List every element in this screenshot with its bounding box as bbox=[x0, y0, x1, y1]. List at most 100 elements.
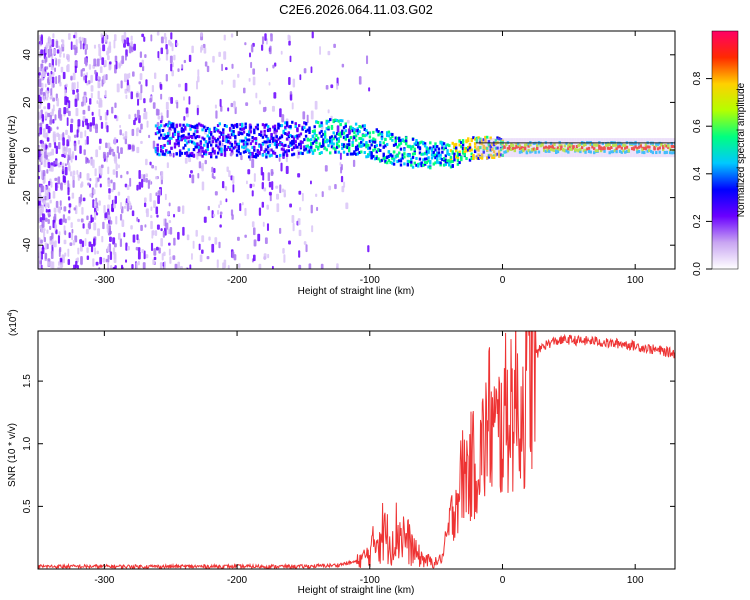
spectrogram-cell bbox=[246, 138, 249, 142]
spectrogram-cell bbox=[88, 64, 92, 70]
spectrogram-cell bbox=[161, 150, 165, 154]
spectrogram-cell bbox=[518, 147, 522, 151]
spectrogram-cell bbox=[385, 133, 389, 137]
spectrogram-cell bbox=[122, 133, 125, 137]
spectrogram-cell bbox=[124, 73, 127, 83]
spectrogram-cell bbox=[201, 128, 204, 132]
spectrogram-cell bbox=[219, 224, 222, 228]
spectrogram-cell bbox=[154, 132, 158, 136]
spectrogram-cell bbox=[501, 145, 504, 149]
spectrogram-cell bbox=[288, 76, 291, 86]
spectrogram-cell bbox=[373, 157, 377, 161]
spectrogram-cell bbox=[649, 149, 653, 153]
spectrogram-cell bbox=[351, 127, 354, 131]
spectrogram-cell bbox=[187, 148, 190, 152]
spectrogram-cell bbox=[377, 149, 380, 153]
spectrogram-cell bbox=[216, 124, 220, 128]
spectrogram-cell bbox=[470, 139, 473, 143]
spectrogram-cell bbox=[265, 155, 268, 159]
spectrogram-cell bbox=[484, 146, 487, 150]
spectrogram-cell bbox=[73, 134, 77, 138]
spectrogram-cell bbox=[124, 88, 128, 94]
spectrogram-cell bbox=[287, 125, 291, 129]
spectrogram-cell bbox=[154, 148, 158, 152]
spectrogram-cell bbox=[337, 137, 341, 141]
spectrogram-cell bbox=[275, 145, 278, 149]
spectrogram-cell bbox=[168, 150, 171, 154]
x-tick-label: -200 bbox=[227, 275, 247, 286]
spectrogram-cell bbox=[368, 135, 372, 139]
spectrogram-cell bbox=[158, 130, 161, 134]
spectrogram-cell bbox=[263, 133, 266, 137]
spectrogram-cell bbox=[384, 159, 387, 163]
spectrogram-cell bbox=[155, 206, 159, 215]
spectrogram-cell bbox=[206, 134, 209, 138]
spectrogram-cell bbox=[308, 145, 311, 149]
spectrogram-cell bbox=[473, 145, 477, 149]
spectrogram-cell bbox=[189, 152, 192, 156]
x-tick-label: 0 bbox=[500, 275, 506, 286]
spectrogram-cell bbox=[50, 70, 53, 75]
spectrogram-cell bbox=[264, 33, 267, 41]
spectrogram-cell bbox=[273, 127, 277, 131]
spectrogram-cell bbox=[587, 146, 591, 150]
colorbar-gradient bbox=[711, 30, 739, 270]
spectrogram-cell bbox=[289, 203, 292, 208]
spectrogram-cell bbox=[280, 135, 284, 139]
spectrogram-cell bbox=[208, 236, 211, 241]
y-exponent-close: ) bbox=[8, 309, 19, 312]
spectrogram-cell bbox=[225, 124, 228, 128]
spectrogram-cell bbox=[47, 261, 50, 267]
spectrogram-cell bbox=[170, 63, 173, 72]
spectrogram-cell bbox=[319, 46, 321, 55]
spectrogram-cell bbox=[66, 65, 69, 72]
spectrogram-cell bbox=[128, 45, 132, 54]
spectrogram-cell bbox=[89, 98, 92, 105]
spectrogram-halo bbox=[669, 138, 673, 158]
spectrogram-cell bbox=[225, 135, 228, 139]
spectrogram-cell bbox=[230, 33, 234, 38]
spectrogram-cell bbox=[268, 82, 271, 86]
spectrogram-cell bbox=[173, 132, 177, 136]
spectrogram-cell bbox=[601, 142, 605, 146]
spectrogram-cell bbox=[108, 225, 112, 235]
spectrogram-cell bbox=[141, 178, 144, 188]
spectrogram-cell bbox=[396, 145, 399, 149]
spectrogram-cell bbox=[296, 134, 299, 138]
spectrogram-cell bbox=[225, 198, 228, 203]
spectrogram-cell bbox=[40, 170, 43, 180]
spectrogram-cell bbox=[508, 147, 511, 151]
spectrogram-cell bbox=[334, 150, 337, 154]
spectrogram-cell bbox=[166, 162, 169, 169]
spectrogram-cell bbox=[40, 82, 44, 90]
spectrogram-cell bbox=[143, 98, 146, 104]
spectrogram-cell bbox=[218, 122, 222, 126]
spectrogram-cell bbox=[126, 73, 129, 80]
spectrogram-cell bbox=[503, 145, 506, 149]
spectrogram-cell bbox=[329, 136, 332, 140]
spectrogram-cell bbox=[279, 108, 282, 118]
spectrogram-cell bbox=[615, 143, 618, 147]
spectrogram-cell bbox=[71, 233, 74, 241]
spectrogram-halo bbox=[651, 138, 654, 158]
spectrogram-cell bbox=[57, 59, 60, 67]
spectrogram-cell bbox=[80, 194, 83, 202]
spectrogram-cell bbox=[82, 109, 86, 115]
spectrogram-cell bbox=[211, 136, 215, 140]
spectrogram-cell bbox=[38, 111, 42, 120]
spectrogram-cell bbox=[182, 123, 185, 127]
spectrogram-cell bbox=[136, 109, 140, 119]
spectrogram-cell bbox=[467, 146, 470, 150]
spectrogram-cell bbox=[332, 120, 335, 124]
spectrogram-cell bbox=[133, 43, 136, 51]
spectrogram-cell bbox=[195, 229, 198, 237]
spectrogram-cell bbox=[563, 149, 567, 153]
spectrogram-cell bbox=[165, 123, 168, 127]
spectrogram-cell bbox=[598, 144, 601, 148]
spectrogram-cell bbox=[139, 62, 143, 68]
spectrogram-halo bbox=[629, 138, 633, 158]
spectrogram-cell bbox=[434, 161, 437, 165]
x-tick-label: -300 bbox=[94, 575, 114, 586]
spectrogram-halo bbox=[518, 138, 522, 158]
spectrogram-cell bbox=[112, 247, 116, 255]
